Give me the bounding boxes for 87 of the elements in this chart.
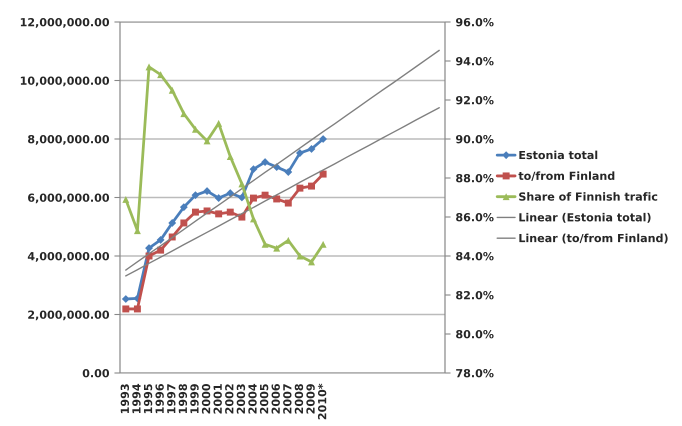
legend-label: Linear (to/from Finland): [519, 234, 668, 244]
point: [215, 120, 222, 127]
point: [168, 86, 176, 94]
point: [320, 240, 327, 248]
point: [250, 215, 257, 222]
x-tick-label: 1998: [178, 384, 188, 414]
x-tick-label: 2007: [283, 384, 292, 414]
point: [250, 194, 257, 202]
x-tick-label: 2001: [213, 384, 222, 414]
x-tick-label: 2003: [236, 384, 246, 414]
y-tick-label: 12,000,000.00: [20, 18, 110, 28]
point: [122, 295, 130, 303]
x-tick-label: 2004: [248, 384, 257, 414]
point: [261, 158, 270, 166]
point: [308, 258, 315, 266]
point: [226, 208, 234, 216]
y-tick-label: 10,000,000.00: [20, 76, 110, 86]
y2-tick-label: 90.0%: [456, 134, 494, 144]
x-tick-label: 2008: [294, 384, 304, 414]
point: [203, 187, 211, 195]
x-tick-label: 2009: [306, 384, 315, 414]
y-tick-label: 0.00: [82, 368, 110, 378]
point: [296, 184, 304, 192]
y2-tick-label: 88.0%: [456, 174, 494, 182]
point: [284, 200, 292, 207]
legend-label: Share of Finnish trafic: [519, 192, 658, 201]
x-tick-label: 1997: [167, 384, 176, 414]
point: [226, 189, 234, 198]
y2-tick-label: 94.0%: [456, 56, 494, 66]
line-series: [125, 107, 440, 277]
point: [146, 63, 152, 70]
point: [192, 208, 199, 216]
point: [284, 236, 292, 244]
x-tick-label: 1999: [190, 384, 199, 414]
point: [180, 219, 188, 226]
point: [192, 191, 200, 200]
point: [238, 180, 246, 188]
legend-label: to/from Finland: [518, 171, 614, 181]
y2-tick-label: 80.0%: [456, 330, 494, 338]
point: [250, 165, 258, 174]
point: [296, 149, 304, 157]
point: [204, 137, 211, 144]
point: [215, 210, 222, 218]
y-tick-label: 6,000,000.00: [28, 193, 110, 204]
line-series: [125, 50, 440, 271]
y2-tick-label: 86.0%: [456, 212, 494, 222]
x-tick-label: 2010*: [318, 384, 326, 420]
x-tick-label: 1995: [144, 384, 152, 414]
x-tick-label: 1993: [120, 384, 130, 414]
x-tick-label: 2002: [225, 384, 234, 414]
point: [320, 170, 327, 178]
y2-tick-label: 78.0%: [456, 368, 494, 378]
point: [180, 203, 188, 212]
point: [284, 168, 292, 176]
point: [156, 236, 165, 244]
point: [273, 195, 280, 202]
point: [262, 240, 269, 248]
x-tick-label: 2006: [272, 384, 280, 414]
point: [122, 196, 130, 203]
point: [157, 246, 164, 254]
point: [168, 219, 176, 227]
point: [134, 305, 141, 312]
point: [262, 192, 269, 199]
point: [180, 110, 188, 118]
point: [273, 244, 280, 252]
x-tick-label: 1994: [132, 384, 141, 414]
y2-tick-label: 84.0%: [456, 252, 494, 260]
y-tick-label: 8,000,000.00: [28, 134, 110, 145]
x-tick-label: 2005: [260, 384, 268, 414]
point: [122, 305, 130, 312]
point: [238, 194, 246, 202]
y-tick-label: 2,000,000.00: [28, 310, 110, 320]
point: [226, 153, 234, 160]
point: [308, 145, 316, 153]
point: [308, 182, 315, 190]
y2-tick-label: 82.0%: [456, 290, 494, 300]
y2-tick-label: 92.0%: [456, 96, 494, 104]
x-tick-label: 2000: [202, 384, 210, 414]
point: [214, 194, 223, 202]
y2-tick-label: 96.0%: [456, 18, 494, 26]
point: [319, 135, 328, 143]
y-tick-label: 4,000,000.00: [28, 252, 110, 262]
x-tick-label: 1996: [155, 384, 164, 414]
legend-label: Linear (Estonia total): [519, 212, 651, 223]
legend-label: Estonia total: [519, 150, 598, 160]
point: [145, 244, 153, 252]
point: [296, 252, 304, 260]
